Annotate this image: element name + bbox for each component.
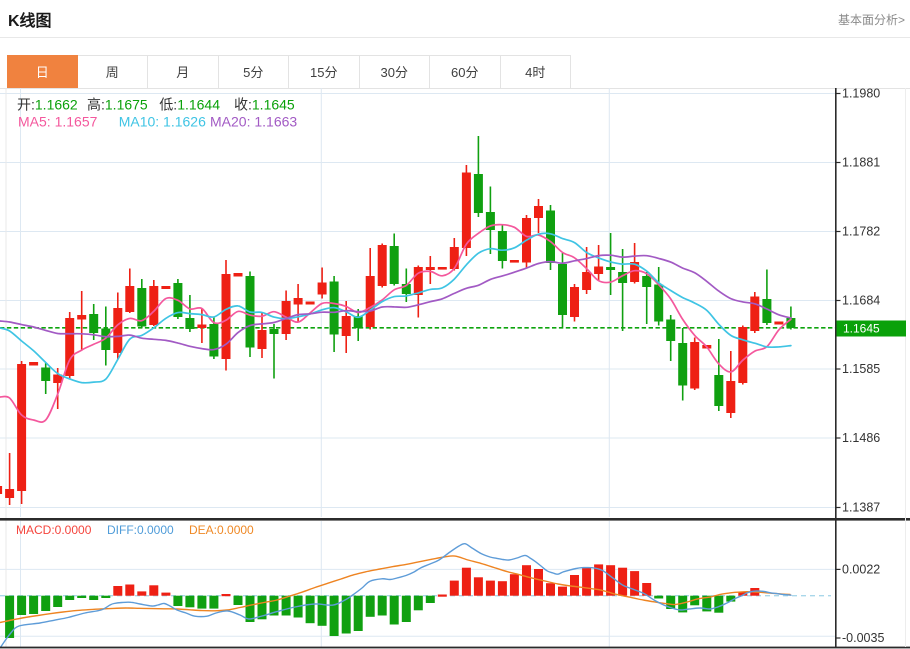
svg-text:MA20: 1.1663: MA20: 1.1663 (210, 114, 297, 130)
svg-text:1.1782: 1.1782 (842, 225, 880, 239)
svg-text:1.1585: 1.1585 (842, 362, 880, 376)
svg-text:DIFF:0.0000: DIFF:0.0000 (107, 523, 174, 537)
svg-text:低:1.1644: 低:1.1644 (159, 97, 220, 113)
svg-text:-0.0035: -0.0035 (842, 631, 884, 645)
svg-text:高:1.1675: 高:1.1675 (87, 97, 148, 113)
svg-text:收:1.1645: 收:1.1645 (234, 97, 295, 113)
svg-text:1.1387: 1.1387 (842, 501, 880, 515)
svg-text:MA10: 1.1626: MA10: 1.1626 (119, 114, 206, 130)
svg-text:1.1980: 1.1980 (842, 88, 880, 101)
svg-text:MA5: 1.1657: MA5: 1.1657 (18, 114, 98, 130)
svg-text:1.1645: 1.1645 (843, 322, 880, 336)
svg-text:DEA:0.0000: DEA:0.0000 (189, 523, 254, 537)
svg-text:开:1.1662: 开:1.1662 (17, 97, 78, 113)
svg-text:0.0022: 0.0022 (842, 562, 880, 576)
svg-text:1.1881: 1.1881 (842, 156, 880, 170)
svg-text:MACD:0.0000: MACD:0.0000 (16, 523, 92, 537)
svg-text:1.1486: 1.1486 (842, 431, 880, 445)
svg-text:1.1684: 1.1684 (842, 294, 880, 308)
